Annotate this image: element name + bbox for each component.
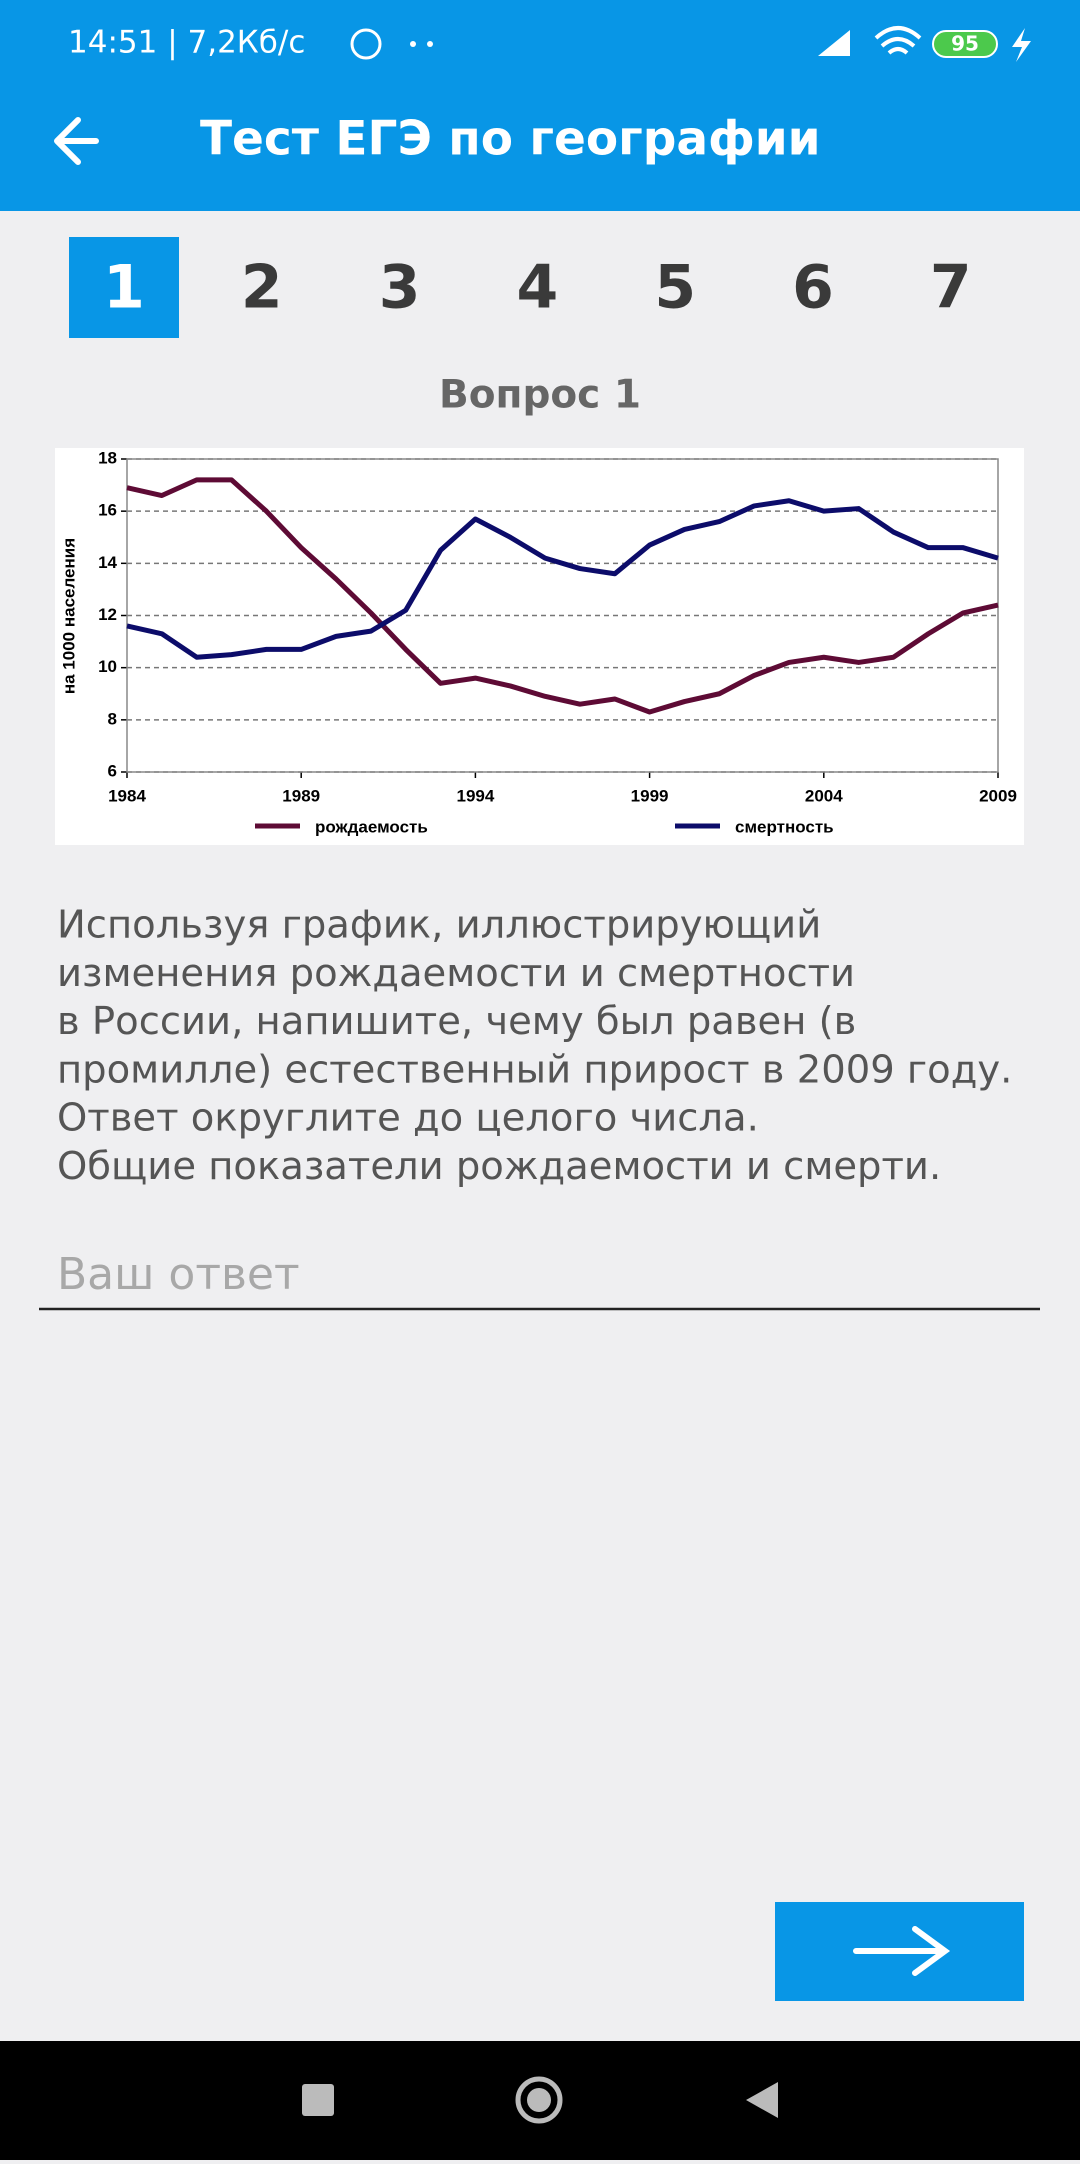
x-tick-label: 2009 bbox=[979, 786, 1017, 805]
legend-label: смертность bbox=[735, 817, 834, 836]
question-heading: Вопрос 1 bbox=[439, 373, 641, 418]
tab[interactable]: 7 bbox=[930, 253, 972, 323]
nav-home[interactable] bbox=[515, 2076, 563, 2124]
answer-input[interactable]: Ваш ответ bbox=[57, 1249, 300, 1300]
tab[interactable]: 1 bbox=[103, 253, 145, 323]
chart-image bbox=[55, 448, 1024, 845]
tab[interactable]: 5 bbox=[654, 253, 696, 323]
tab[interactable]: 4 bbox=[517, 253, 559, 323]
question-line: Ответ округлите до целого числа. bbox=[57, 1096, 759, 1141]
line-series bbox=[126, 498, 999, 660]
x-tick-label: 1984 bbox=[108, 786, 146, 805]
y-tick-label: 6 bbox=[108, 761, 117, 780]
app-bar bbox=[0, 0, 1080, 211]
y-tick-label: 10 bbox=[98, 657, 117, 676]
y-tick-label: 12 bbox=[98, 605, 117, 624]
status-icons bbox=[350, 26, 1031, 62]
tab[interactable]: 6 bbox=[792, 253, 834, 323]
x-tick-label: 2004 bbox=[805, 786, 843, 805]
question-line: Общие показатели рождаемости и смерти. bbox=[57, 1144, 941, 1189]
question-text: Используя график, иллюстрирующийизменени… bbox=[57, 903, 1012, 1190]
battery-level: 95 bbox=[951, 32, 979, 56]
app-title: Тест ЕГЭ по географии bbox=[200, 112, 821, 167]
chart: 6 8 10 12 14 16 18 1984 1989 1994 1999 2004 2009 на 1… bbox=[59, 448, 1016, 836]
question-line: промилле) естественный прирост в 2009 го… bbox=[57, 1047, 1012, 1092]
line-series bbox=[126, 477, 999, 715]
y-tick-label: 18 bbox=[98, 448, 117, 467]
tab[interactable]: 3 bbox=[379, 253, 421, 323]
y-axis-label: на 1000 населения bbox=[59, 538, 78, 694]
status-time: 14:51 | 7,2Кб/с bbox=[68, 25, 305, 61]
nav-home-dot bbox=[527, 2088, 551, 2112]
next-arrow bbox=[853, 1926, 951, 1976]
tab-active-bg bbox=[69, 237, 179, 338]
back-button[interactable] bbox=[54, 117, 99, 165]
x-tick-label: 1994 bbox=[456, 786, 494, 805]
question-line: изменения рождаемости и смертности bbox=[57, 951, 855, 996]
y-tick-label: 8 bbox=[108, 709, 117, 728]
legend-label: рождаемость bbox=[315, 817, 428, 836]
question-tabs: 1 2 3 4 5 6 7 bbox=[69, 237, 972, 338]
x-tick-label: 1989 bbox=[282, 786, 320, 805]
question-line: в России, напишите, чему был равен (в bbox=[57, 999, 856, 1044]
plot-border bbox=[126, 458, 999, 773]
x-tick-label: 1999 bbox=[631, 786, 669, 805]
y-tick-label: 14 bbox=[98, 553, 117, 572]
nav-back[interactable] bbox=[746, 2082, 778, 2118]
nav-recents[interactable] bbox=[302, 2084, 334, 2116]
tab[interactable]: 2 bbox=[241, 253, 283, 323]
y-tick-label: 16 bbox=[98, 501, 117, 520]
question-line: Используя график, иллюстрирующий bbox=[57, 903, 821, 948]
